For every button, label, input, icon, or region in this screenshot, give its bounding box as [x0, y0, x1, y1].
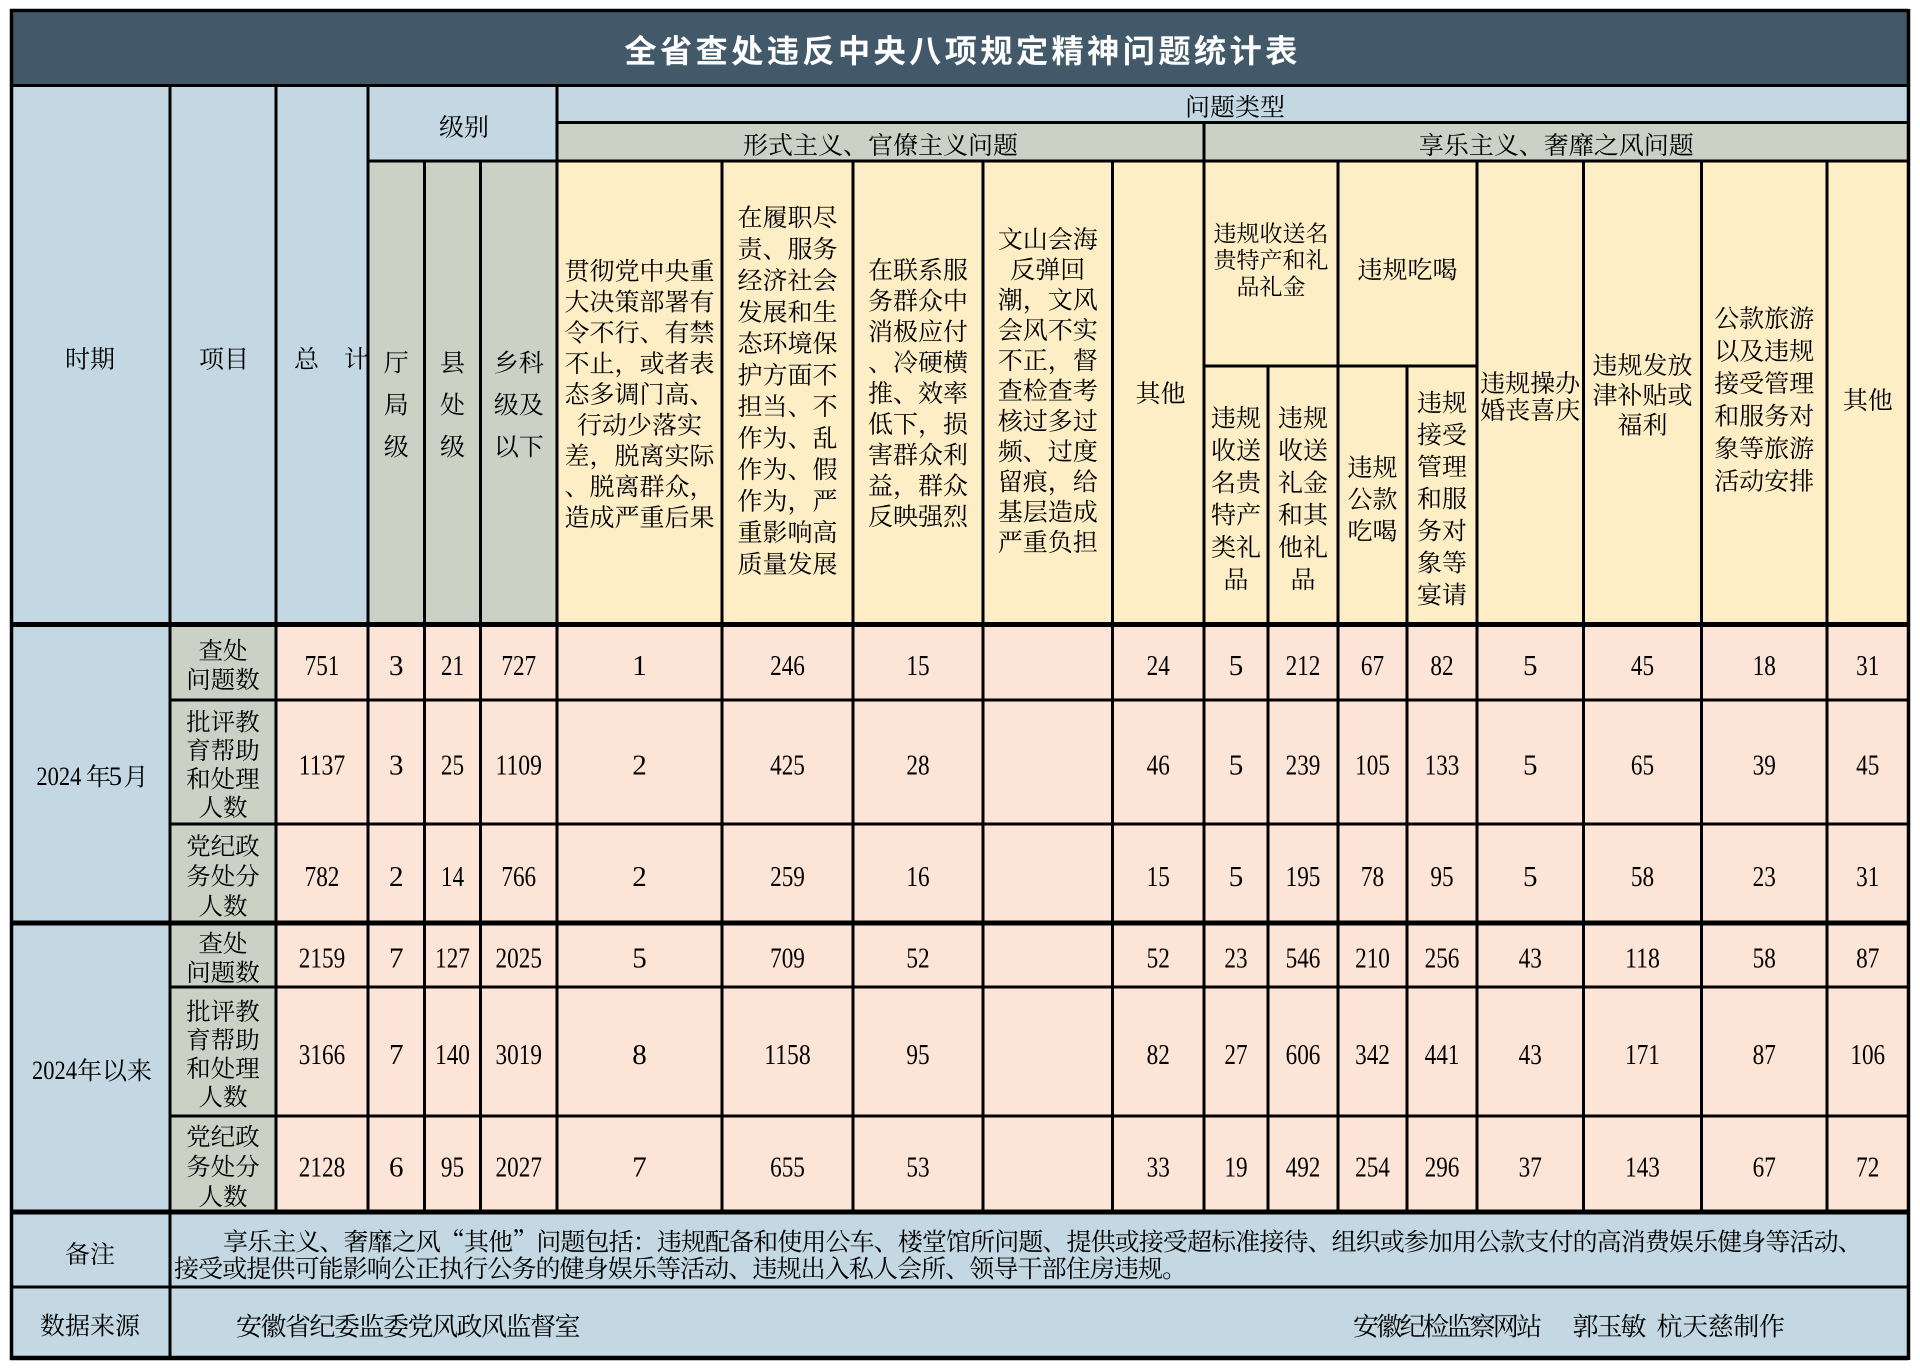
svg-text:52: 52: [906, 943, 929, 975]
svg-text:2: 2: [632, 750, 647, 782]
svg-text:133: 133: [1425, 750, 1460, 782]
svg-text:53: 53: [906, 1152, 929, 1184]
svg-text:2128: 2128: [299, 1152, 345, 1184]
svg-text:2024: 2024: [36, 761, 81, 791]
svg-text:31: 31: [1856, 861, 1879, 893]
svg-text:1137: 1137: [299, 750, 345, 782]
svg-text:24: 24: [1147, 650, 1171, 682]
svg-text:5: 5: [1229, 750, 1244, 782]
svg-text:31: 31: [1856, 650, 1879, 682]
svg-text:127: 127: [435, 943, 470, 975]
svg-text:2159: 2159: [299, 943, 345, 975]
svg-text:239: 239: [1286, 750, 1321, 782]
svg-text:2: 2: [632, 861, 647, 893]
svg-text:58: 58: [1753, 943, 1776, 975]
svg-text:5: 5: [1523, 861, 1538, 893]
svg-text:65: 65: [1631, 750, 1654, 782]
svg-text:67: 67: [1753, 1152, 1776, 1184]
svg-text:7: 7: [389, 1039, 404, 1071]
svg-text:67: 67: [1361, 650, 1384, 682]
svg-text:546: 546: [1286, 943, 1321, 975]
svg-text:441: 441: [1425, 1039, 1460, 1071]
svg-text:140: 140: [435, 1039, 470, 1071]
svg-text:143: 143: [1625, 1152, 1660, 1184]
svg-text:246: 246: [770, 650, 805, 682]
svg-text:78: 78: [1361, 861, 1384, 893]
svg-text:3: 3: [389, 750, 404, 782]
svg-text:2: 2: [389, 861, 404, 893]
svg-text:39: 39: [1753, 750, 1776, 782]
svg-text:212: 212: [1286, 650, 1321, 682]
svg-text:655: 655: [770, 1152, 805, 1184]
svg-text:18: 18: [1753, 650, 1776, 682]
svg-text:256: 256: [1425, 943, 1460, 975]
svg-text:5: 5: [1229, 861, 1244, 893]
svg-text:45: 45: [1856, 750, 1879, 782]
svg-text:1109: 1109: [496, 750, 542, 782]
svg-text:106: 106: [1850, 1039, 1885, 1071]
svg-text:95: 95: [441, 1152, 464, 1184]
svg-text:195: 195: [1286, 861, 1321, 893]
svg-text:33: 33: [1147, 1152, 1170, 1184]
svg-text:105: 105: [1355, 750, 1390, 782]
svg-text:25: 25: [441, 750, 464, 782]
svg-text:23: 23: [1753, 861, 1776, 893]
svg-text:95: 95: [1430, 861, 1453, 893]
svg-text:3019: 3019: [496, 1039, 542, 1071]
svg-text:14: 14: [441, 861, 465, 893]
svg-text:2024: 2024: [32, 1055, 77, 1085]
svg-text:425: 425: [770, 750, 805, 782]
svg-text:21: 21: [441, 650, 464, 682]
svg-text:3: 3: [389, 650, 404, 682]
svg-text:751: 751: [305, 650, 340, 682]
svg-text:254: 254: [1355, 1152, 1390, 1184]
svg-text:766: 766: [501, 861, 536, 893]
svg-text:72: 72: [1856, 1152, 1879, 1184]
svg-text:2025: 2025: [496, 943, 542, 975]
svg-text:727: 727: [501, 650, 536, 682]
svg-text:8: 8: [632, 1039, 647, 1071]
svg-text:5: 5: [632, 943, 647, 975]
svg-text:342: 342: [1355, 1039, 1390, 1071]
svg-text:3166: 3166: [299, 1039, 345, 1071]
svg-text:7: 7: [632, 1152, 647, 1184]
svg-text:5: 5: [109, 761, 122, 791]
svg-text:15: 15: [1147, 861, 1170, 893]
svg-text:210: 210: [1355, 943, 1390, 975]
svg-text:15: 15: [906, 650, 929, 682]
svg-text:171: 171: [1625, 1039, 1660, 1071]
svg-text:782: 782: [305, 861, 340, 893]
svg-text:82: 82: [1147, 1039, 1170, 1071]
svg-text:296: 296: [1425, 1152, 1460, 1184]
svg-text:118: 118: [1625, 943, 1660, 975]
svg-text:23: 23: [1224, 943, 1247, 975]
svg-text:43: 43: [1519, 943, 1542, 975]
svg-text:259: 259: [770, 861, 805, 893]
svg-text:7: 7: [389, 943, 404, 975]
svg-text:1158: 1158: [764, 1039, 810, 1071]
svg-text:1: 1: [632, 650, 647, 682]
svg-text:16: 16: [906, 861, 929, 893]
svg-text:37: 37: [1519, 1152, 1542, 1184]
svg-text:492: 492: [1286, 1152, 1321, 1184]
svg-text:2027: 2027: [496, 1152, 542, 1184]
svg-text:58: 58: [1631, 861, 1654, 893]
svg-text:19: 19: [1224, 1152, 1247, 1184]
svg-text:606: 606: [1286, 1039, 1321, 1071]
svg-text:709: 709: [770, 943, 805, 975]
svg-text:52: 52: [1147, 943, 1170, 975]
svg-text:46: 46: [1147, 750, 1170, 782]
svg-text:5: 5: [1523, 650, 1538, 682]
svg-text:95: 95: [906, 1039, 929, 1071]
svg-text:6: 6: [389, 1152, 404, 1184]
svg-text:5: 5: [1523, 750, 1538, 782]
svg-text:87: 87: [1753, 1039, 1776, 1071]
svg-text:87: 87: [1856, 943, 1879, 975]
svg-text:45: 45: [1631, 650, 1654, 682]
svg-text:82: 82: [1430, 650, 1453, 682]
svg-text:27: 27: [1224, 1039, 1247, 1071]
svg-text:5: 5: [1229, 650, 1244, 682]
svg-text:43: 43: [1519, 1039, 1542, 1071]
svg-text:28: 28: [906, 750, 929, 782]
